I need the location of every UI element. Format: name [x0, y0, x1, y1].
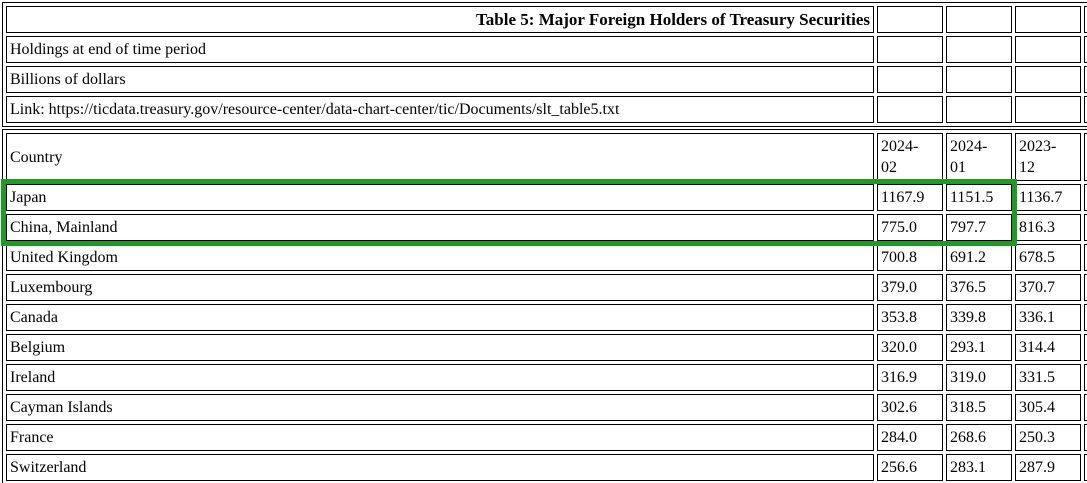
empty-cell [946, 6, 1012, 33]
table-row-luxembourg: Luxembourg 379.0 376.5 370.7 [6, 274, 1087, 301]
cell-value-cutoff [1084, 304, 1087, 331]
cell-value: 305.4 [1015, 394, 1081, 421]
cell-country: Canada [6, 304, 874, 331]
table-row-france: France 284.0 268.6 250.3 [6, 424, 1087, 451]
empty-cell [946, 96, 1012, 123]
empty-cell [1015, 36, 1081, 63]
table-row-cayman-islands: Cayman Islands 302.6 318.5 305.4 [6, 394, 1087, 421]
subtitle-row: Holdings at end of time period [6, 36, 1087, 63]
cell-value: 700.8 [877, 244, 943, 271]
link-row: Link: https://ticdata.treasury.gov/resou… [6, 96, 1087, 123]
cell-value: 256.6 [877, 454, 943, 481]
cell-value: 1167.9 [877, 184, 943, 211]
cell-value-cutoff [1084, 214, 1087, 241]
column-header-country: Country [6, 133, 874, 181]
table-row-switzerland: Switzerland 256.6 283.1 287.9 [6, 454, 1087, 481]
empty-cell [1015, 66, 1081, 93]
cell-country: Switzerland [6, 454, 874, 481]
empty-cell [877, 96, 943, 123]
empty-cell-cutoff [1084, 6, 1087, 33]
cell-country: Cayman Islands [6, 394, 874, 421]
empty-cell [877, 36, 943, 63]
cell-country: Belgium [6, 334, 874, 361]
cell-value: 268.6 [946, 424, 1012, 451]
cell-value: 314.4 [1015, 334, 1081, 361]
empty-cell [877, 6, 943, 33]
column-header-cutoff [1084, 133, 1087, 181]
title-row: Table 5: Major Foreign Holders of Treasu… [6, 6, 1087, 33]
source-link-text: Link: https://ticdata.treasury.gov/resou… [6, 96, 874, 123]
cell-value: 284.0 [877, 424, 943, 451]
cell-value: 336.1 [1015, 304, 1081, 331]
header-row: Country 2024-02 2024-01 2023-12 [6, 133, 1087, 181]
cell-value-cutoff [1084, 244, 1087, 271]
empty-cell [1015, 6, 1081, 33]
empty-cell [946, 36, 1012, 63]
cell-value: 283.1 [946, 454, 1012, 481]
empty-cell [877, 66, 943, 93]
cell-value: 376.5 [946, 274, 1012, 301]
meta-table: Table 5: Major Foreign Holders of Treasu… [2, 2, 1087, 127]
table-row-china-mainland: China, Mainland 775.0 797.7 816.3 [6, 214, 1087, 241]
column-header-period-0: 2024-02 [877, 133, 943, 181]
cell-value: 319.0 [946, 364, 1012, 391]
table-title: Table 5: Major Foreign Holders of Treasu… [6, 6, 874, 33]
cell-value-cutoff [1084, 334, 1087, 361]
cell-value-cutoff [1084, 424, 1087, 451]
table-row-japan: Japan 1167.9 1151.5 1136.7 [6, 184, 1087, 211]
cell-value: 1136.7 [1015, 184, 1081, 211]
cell-country: France [6, 424, 874, 451]
cell-value: 339.8 [946, 304, 1012, 331]
cell-value: 316.9 [877, 364, 943, 391]
cell-country: Luxembourg [6, 274, 874, 301]
cell-value-cutoff [1084, 274, 1087, 301]
column-header-period-1: 2024-01 [946, 133, 1012, 181]
cell-value: 331.5 [1015, 364, 1081, 391]
table-row-belgium: Belgium 320.0 293.1 314.4 [6, 334, 1087, 361]
cell-value: 353.8 [877, 304, 943, 331]
cell-country: Japan [6, 184, 874, 211]
empty-cell [1015, 96, 1081, 123]
cell-country: Ireland [6, 364, 874, 391]
cell-value: 775.0 [877, 214, 943, 241]
cell-value-cutoff [1084, 184, 1087, 211]
units-caption: Billions of dollars [6, 66, 874, 93]
empty-cell [946, 66, 1012, 93]
cell-value: 320.0 [877, 334, 943, 361]
cell-value: 691.2 [946, 244, 1012, 271]
empty-cell-cutoff [1084, 36, 1087, 63]
cell-value: 250.3 [1015, 424, 1081, 451]
cell-country: United Kingdom [6, 244, 874, 271]
cell-value: 318.5 [946, 394, 1012, 421]
cell-country: China, Mainland [6, 214, 874, 241]
empty-cell-cutoff [1084, 96, 1087, 123]
cell-value: 1151.5 [946, 184, 1012, 211]
table-row-united-kingdom: United Kingdom 700.8 691.2 678.5 [6, 244, 1087, 271]
holders-table: Country 2024-02 2024-01 2023-12 Japan 11… [2, 129, 1087, 483]
cell-value-cutoff [1084, 364, 1087, 391]
cell-value: 379.0 [877, 274, 943, 301]
column-header-period-2: 2023-12 [1015, 133, 1081, 181]
cell-value-cutoff [1084, 394, 1087, 421]
empty-cell-cutoff [1084, 66, 1087, 93]
cell-value: 302.6 [877, 394, 943, 421]
table-row-canada: Canada 353.8 339.8 336.1 [6, 304, 1087, 331]
cell-value: 287.9 [1015, 454, 1081, 481]
holdings-caption: Holdings at end of time period [6, 36, 874, 63]
cell-value-cutoff [1084, 454, 1087, 481]
cell-value: 293.1 [946, 334, 1012, 361]
units-row: Billions of dollars [6, 66, 1087, 93]
table-row-ireland: Ireland 316.9 319.0 331.5 [6, 364, 1087, 391]
cell-value: 797.7 [946, 214, 1012, 241]
cell-value: 370.7 [1015, 274, 1081, 301]
cell-value: 816.3 [1015, 214, 1081, 241]
cell-value: 678.5 [1015, 244, 1081, 271]
